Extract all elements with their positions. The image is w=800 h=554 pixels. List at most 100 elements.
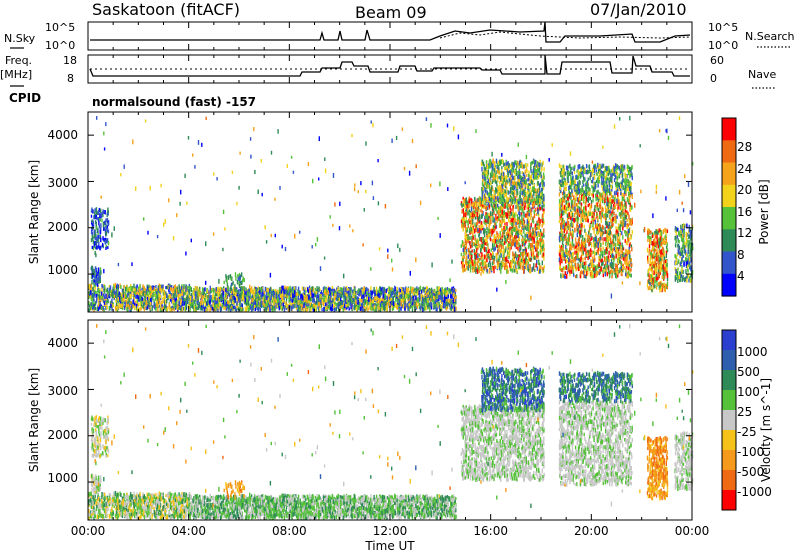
power-cell (94, 307, 97, 311)
power-cell (99, 235, 102, 240)
power-cell (145, 300, 148, 305)
power-cell (226, 287, 228, 291)
power-cell (240, 308, 242, 312)
power-cell (242, 298, 245, 302)
power-cell (422, 299, 424, 304)
power-cell (418, 302, 421, 307)
power-cell (430, 304, 433, 310)
power-cell (357, 289, 359, 294)
power-cell (431, 292, 434, 297)
power-cell (491, 255, 493, 260)
power-cell (168, 290, 170, 295)
power-cell (206, 289, 209, 294)
power-cell (444, 301, 446, 306)
power-cell (95, 267, 97, 273)
power-cell (303, 303, 305, 308)
power-cell (416, 297, 418, 302)
power-cell (356, 296, 358, 301)
power-cell (424, 296, 427, 301)
power-cell (396, 306, 399, 310)
power-cell (213, 294, 215, 300)
cpid-label: CPID (9, 91, 41, 105)
power-cell (311, 286, 313, 292)
power-cell (129, 291, 132, 295)
power-cell (148, 284, 150, 288)
power-cell (266, 287, 268, 292)
nsky-tick-low-right: 10^0 (708, 39, 738, 52)
power-cell (450, 294, 452, 298)
power-cell (414, 302, 416, 306)
power-cell (297, 296, 300, 300)
power-cell (292, 304, 294, 309)
power-cell (227, 300, 229, 304)
power-cell (238, 297, 240, 302)
power-cell (151, 294, 154, 299)
power-cell (282, 302, 284, 307)
power-cell (95, 220, 97, 224)
power-cell (223, 280, 225, 285)
power-cell (476, 247, 478, 253)
power-cell (288, 292, 290, 296)
nsky-tick-high-right: 10^5 (708, 21, 738, 34)
power-cell (311, 294, 313, 298)
power-cell (367, 307, 369, 312)
power-cell (526, 219, 528, 224)
power-cell (359, 299, 361, 302)
power-cell (351, 306, 353, 310)
power-cell (165, 291, 167, 295)
power-cell (429, 291, 431, 296)
power-cell (189, 285, 192, 291)
power-cell (125, 299, 127, 303)
power-cell (498, 209, 500, 215)
power-cell (126, 284, 128, 289)
power-cell (420, 289, 423, 294)
power-cell (160, 302, 162, 308)
power-cell (126, 307, 128, 312)
power-cell (166, 294, 168, 299)
power-cell (196, 286, 199, 292)
power-cell (252, 295, 254, 300)
power-cell (135, 306, 138, 310)
power-cell (236, 301, 238, 306)
power-cell (140, 300, 143, 305)
power-cell (216, 300, 218, 304)
power-cell (157, 305, 159, 309)
power-cell (255, 287, 257, 292)
power-cell (210, 294, 212, 300)
power-cell (383, 296, 386, 301)
power-cell (282, 288, 284, 293)
power-cell (502, 245, 505, 249)
power-cell (542, 239, 545, 245)
power-cell (486, 212, 489, 218)
power-cell (105, 306, 107, 311)
power-cell (146, 284, 148, 290)
power-cell (224, 302, 226, 308)
power-cell (96, 306, 98, 311)
power-cell (427, 294, 429, 298)
power-cell (266, 302, 268, 307)
power-cell (288, 287, 291, 293)
power-cell (540, 238, 542, 243)
power-cell (491, 243, 494, 248)
power-cell (353, 303, 356, 307)
power-cell (88, 283, 90, 289)
power-cell (295, 297, 297, 302)
power-cell (260, 295, 262, 301)
power-cell (334, 301, 336, 306)
power-cell (282, 285, 284, 291)
power-cell (157, 291, 159, 296)
power-cell (241, 290, 243, 295)
power-cell (436, 293, 438, 297)
power-cell (432, 292, 434, 298)
power-cell (362, 293, 364, 298)
power-cell (286, 289, 289, 293)
power-cell (514, 235, 516, 239)
power-cell (158, 304, 160, 308)
power-cell (282, 290, 284, 296)
power-cell (420, 293, 422, 298)
power-cell (116, 308, 119, 312)
power-cell (102, 305, 104, 311)
power-cell (230, 298, 233, 303)
power-cell (122, 298, 124, 304)
power-cell (512, 227, 515, 232)
